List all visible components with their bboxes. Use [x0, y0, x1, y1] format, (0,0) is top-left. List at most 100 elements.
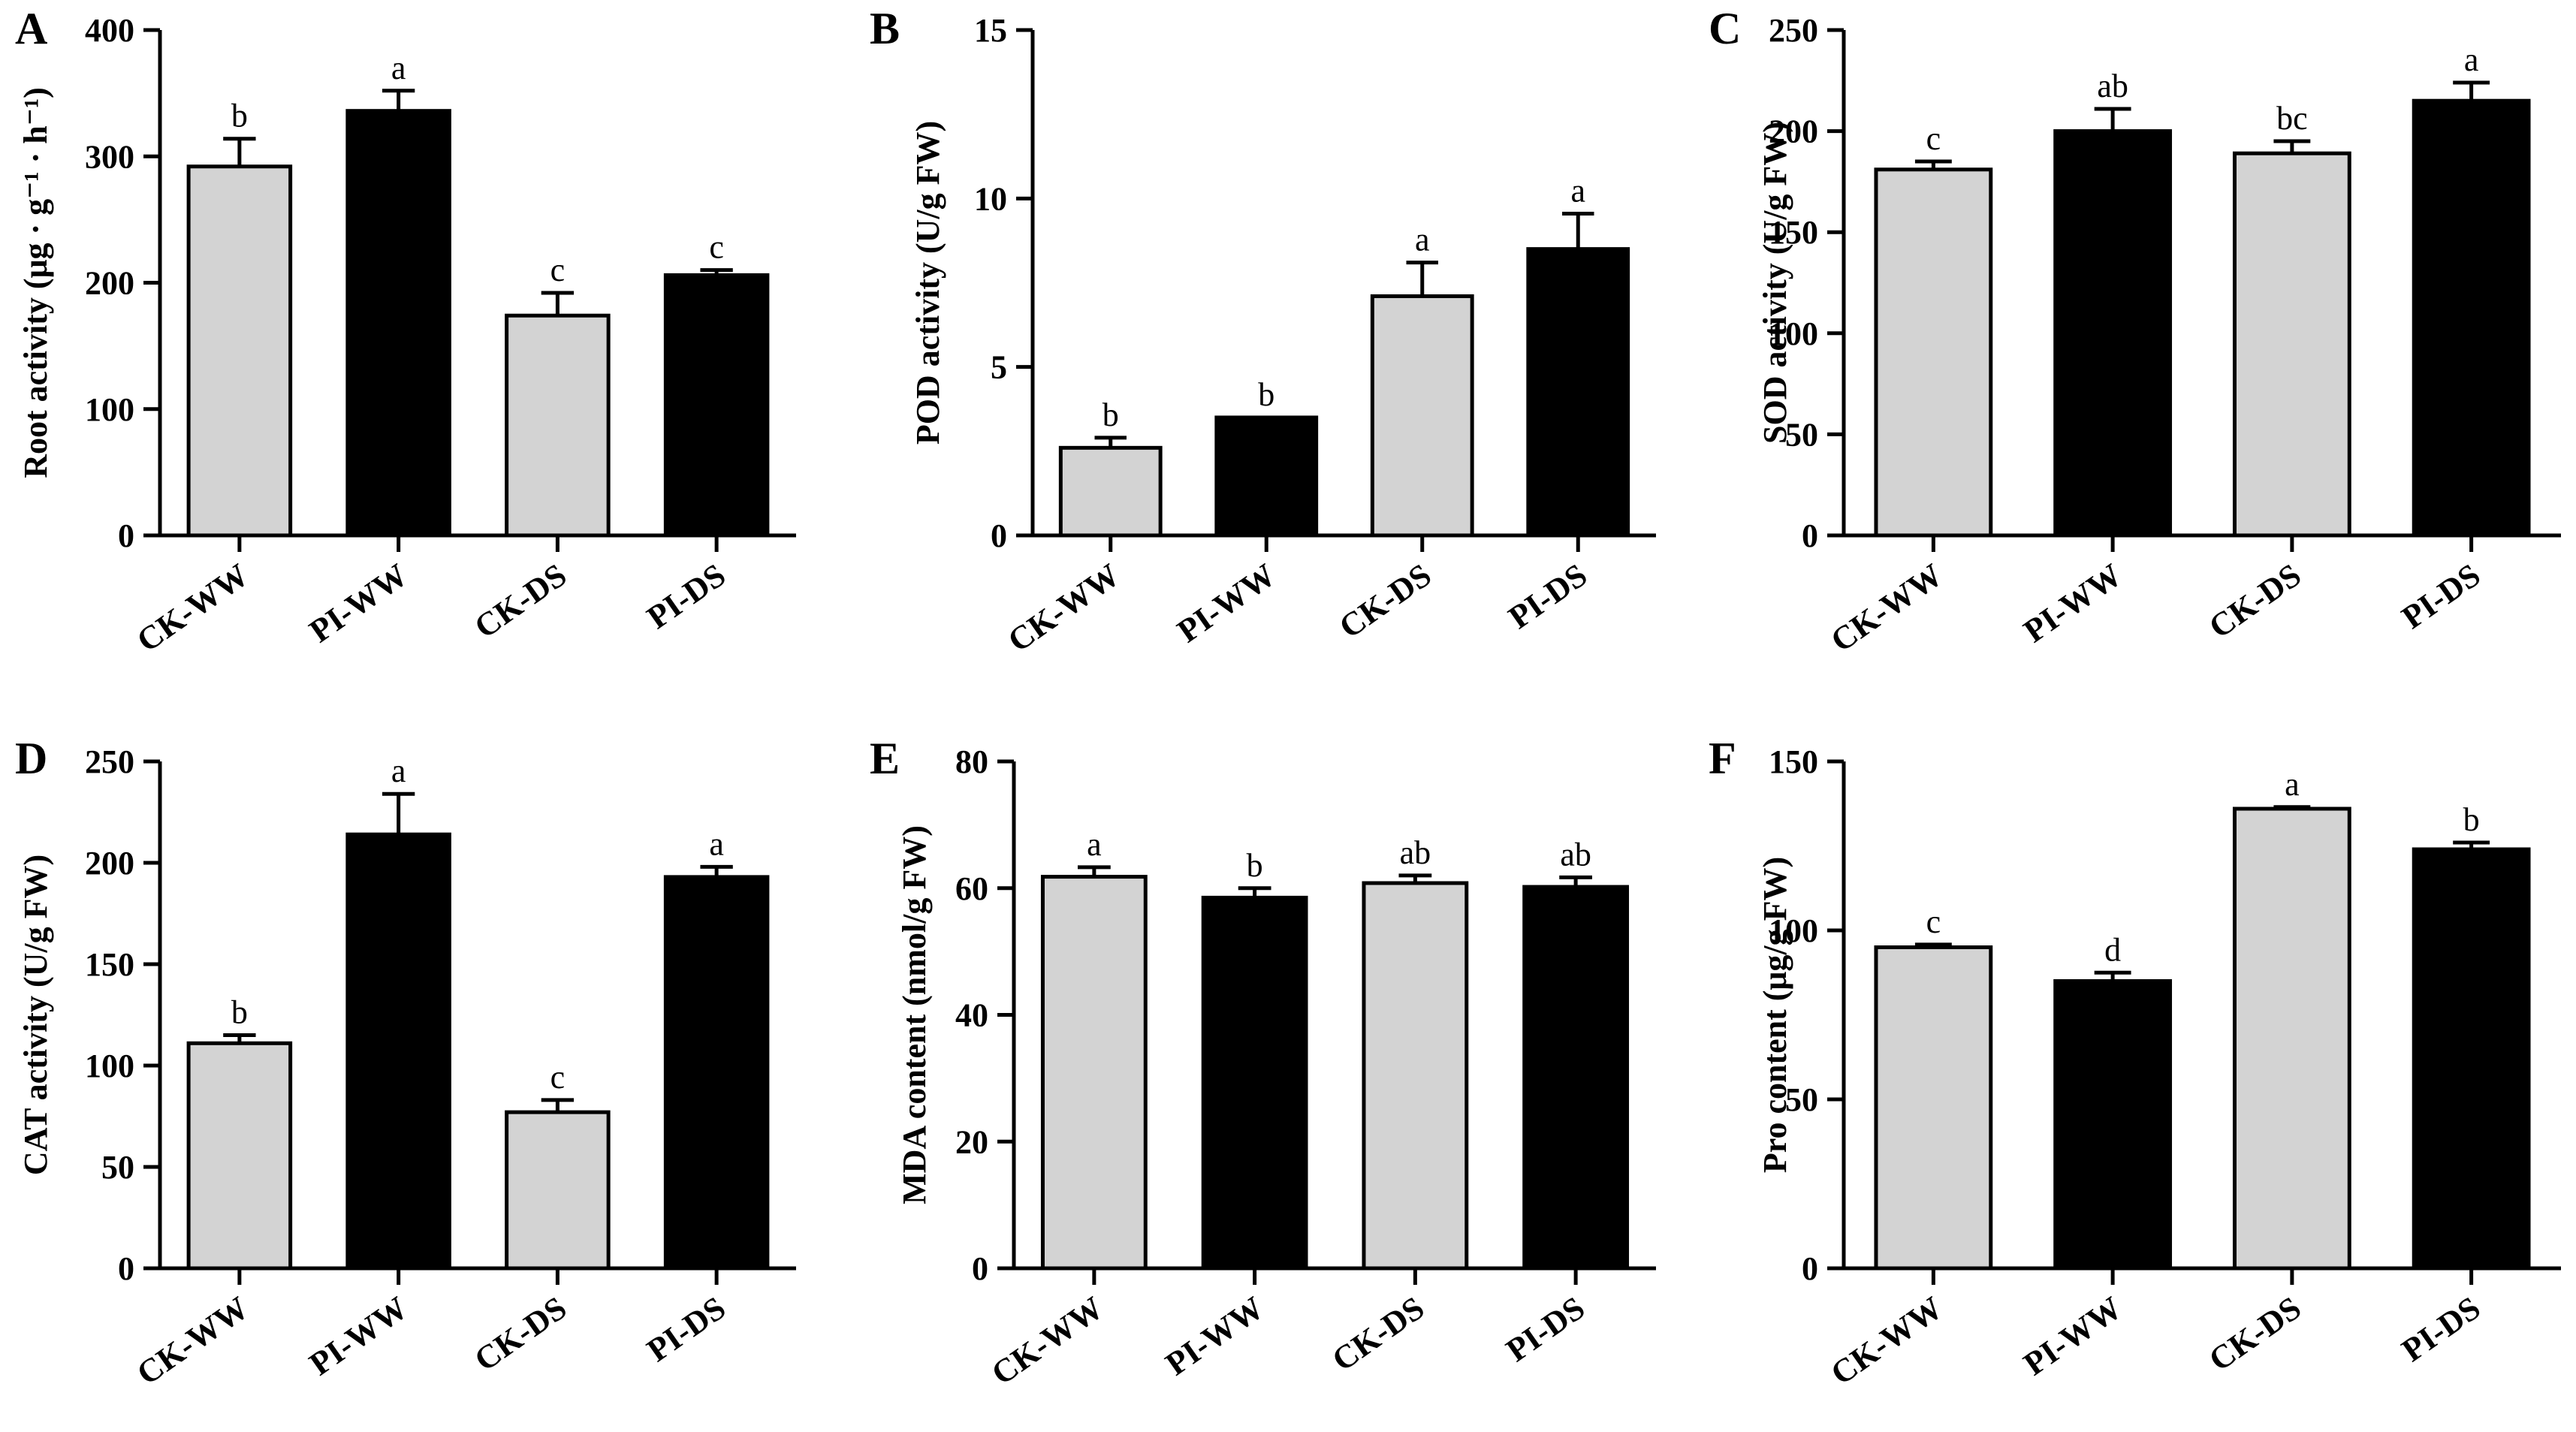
significance-letter: b	[231, 994, 248, 1031]
bar	[1522, 885, 1630, 1271]
y-axis-label: POD activity (U/g FW)	[909, 121, 946, 445]
significance-letter: b	[1258, 376, 1274, 413]
y-tick-label: 50	[1785, 1081, 1818, 1118]
y-tick-label: 20	[955, 1123, 988, 1160]
panel-c: C 0 50 100 150 200 250 SOD activity (U/g FW) c CK…	[1709, 4, 2561, 659]
significance-letter: ab	[1560, 836, 1591, 873]
bar	[505, 313, 611, 538]
y-tick-label: 0	[118, 517, 134, 554]
bar	[1370, 294, 1474, 538]
y-axis-label: CAT activity (U/g FW)	[17, 855, 54, 1175]
significance-letter: a	[1570, 173, 1585, 210]
panel-b: B 0 5 10 15 POD activity (U/g FW) b CK-WW b PI-WW…	[870, 4, 1656, 659]
x-tick-label: CK-DS	[468, 1289, 573, 1379]
y-tick-label: 150	[85, 946, 134, 983]
x-tick-label: CK-WW	[1824, 1289, 1949, 1392]
x-tick-label: CK-DS	[1332, 556, 1437, 646]
bar	[2412, 847, 2531, 1271]
panel-letter: C	[1709, 4, 1741, 53]
panel-letter: F	[1709, 734, 1736, 783]
significance-letter: a	[2464, 41, 2479, 78]
y-tick-label: 250	[1769, 12, 1818, 49]
x-tick-label: PI-DS	[2395, 1289, 2487, 1369]
y-tick-label: 100	[85, 1048, 134, 1084]
panel-f: F 0 50 100 150 Pro content (μg/g FW) c CK-WW d PI…	[1709, 734, 2561, 1392]
y-tick-label: 150	[1769, 214, 1818, 251]
y-axis-label: MDA content (nmol/g FW)	[896, 825, 933, 1204]
y-tick-label: 200	[85, 845, 134, 882]
x-tick-label: CK-DS	[2202, 1289, 2307, 1379]
x-tick-label: PI-DS	[641, 1289, 732, 1369]
y-tick-label: 0	[972, 1250, 988, 1287]
y-axis-label: Pro content (μg/g FW)	[1757, 857, 1793, 1173]
x-tick-label: PI-DS	[1502, 556, 1594, 636]
significance-letter: bc	[2276, 100, 2308, 137]
bar	[1040, 875, 1148, 1271]
significance-letter: a	[1087, 826, 1102, 863]
bar	[345, 832, 451, 1271]
y-tick-label: 100	[1769, 315, 1818, 352]
x-tick-label: PI-WW	[2017, 556, 2128, 650]
significance-letter: b	[1102, 396, 1119, 433]
significance-letter: b	[1247, 847, 1263, 884]
x-tick-label: PI-WW	[2017, 1289, 2128, 1382]
bar	[663, 273, 770, 538]
significance-letter: a	[709, 825, 724, 862]
bar	[2232, 806, 2351, 1271]
significance-letter: a	[1415, 222, 1430, 258]
significance-letter: c	[550, 1059, 566, 1096]
x-tick-label: CK-WW	[130, 556, 255, 659]
significance-letter: ab	[2097, 68, 2128, 104]
y-tick-label: 200	[1769, 113, 1818, 150]
bar	[2412, 98, 2531, 538]
y-tick-label: 40	[955, 997, 988, 1034]
y-tick-label: 0	[118, 1250, 134, 1287]
x-tick-label: PI-DS	[1500, 1289, 1591, 1369]
significance-letter: b	[231, 98, 248, 134]
x-tick-label: CK-WW	[1001, 556, 1126, 659]
y-tick-label: 80	[955, 743, 988, 780]
y-axis-label: SOD activity (U/g FW)	[1757, 122, 1793, 444]
significance-letter: c	[550, 252, 566, 288]
bar	[505, 1110, 611, 1271]
y-tick-label: 250	[85, 743, 134, 780]
y-tick-label: 50	[1785, 416, 1818, 453]
significance-letter: b	[2463, 801, 2480, 838]
bar	[1058, 445, 1163, 538]
x-tick-label: PI-DS	[641, 556, 732, 636]
panel-letter: D	[15, 734, 47, 783]
panel-letter: A	[15, 4, 47, 53]
y-tick-label: 300	[85, 138, 134, 175]
y-tick-label: 50	[101, 1149, 134, 1186]
y-tick-label: 400	[85, 12, 134, 49]
y-axis-label: Root activity (μg · g⁻¹ · h⁻¹)	[17, 87, 54, 478]
x-tick-label: PI-WW	[1171, 556, 1282, 650]
bar	[2232, 151, 2351, 538]
bar	[2053, 979, 2173, 1271]
y-tick-label: 150	[1769, 743, 1818, 780]
bar	[2053, 129, 2173, 538]
bar	[345, 109, 451, 538]
y-tick-label: 100	[1769, 912, 1818, 949]
significance-letter: ab	[1400, 834, 1431, 871]
x-tick-label: CK-WW	[1824, 556, 1949, 659]
significance-letter: a	[391, 752, 406, 789]
panel-a: A 0 100 200 300 400 Root activity (μg · g⁻¹ · …	[15, 4, 796, 659]
y-tick-label: 15	[974, 12, 1007, 49]
x-tick-label: CK-DS	[468, 556, 573, 646]
bar	[1201, 895, 1308, 1271]
y-tick-label: 0	[1802, 517, 1818, 554]
significance-letter: a	[2285, 766, 2300, 803]
significance-letter: d	[2104, 931, 2121, 968]
panel-letter: B	[870, 4, 900, 53]
bar	[186, 164, 293, 538]
y-tick-label: 200	[85, 265, 134, 302]
bar	[1874, 167, 1993, 538]
y-tick-label: 0	[991, 517, 1007, 554]
x-tick-label: CK-DS	[1326, 1289, 1431, 1379]
significance-letter: c	[1926, 903, 1941, 940]
panel-d: D 0 50 100 150 200 250 CAT activity (U/g FW) b CK…	[15, 734, 796, 1392]
y-tick-label: 5	[991, 349, 1007, 386]
x-tick-label: PI-DS	[2395, 556, 2487, 636]
significance-letter: a	[391, 50, 406, 86]
